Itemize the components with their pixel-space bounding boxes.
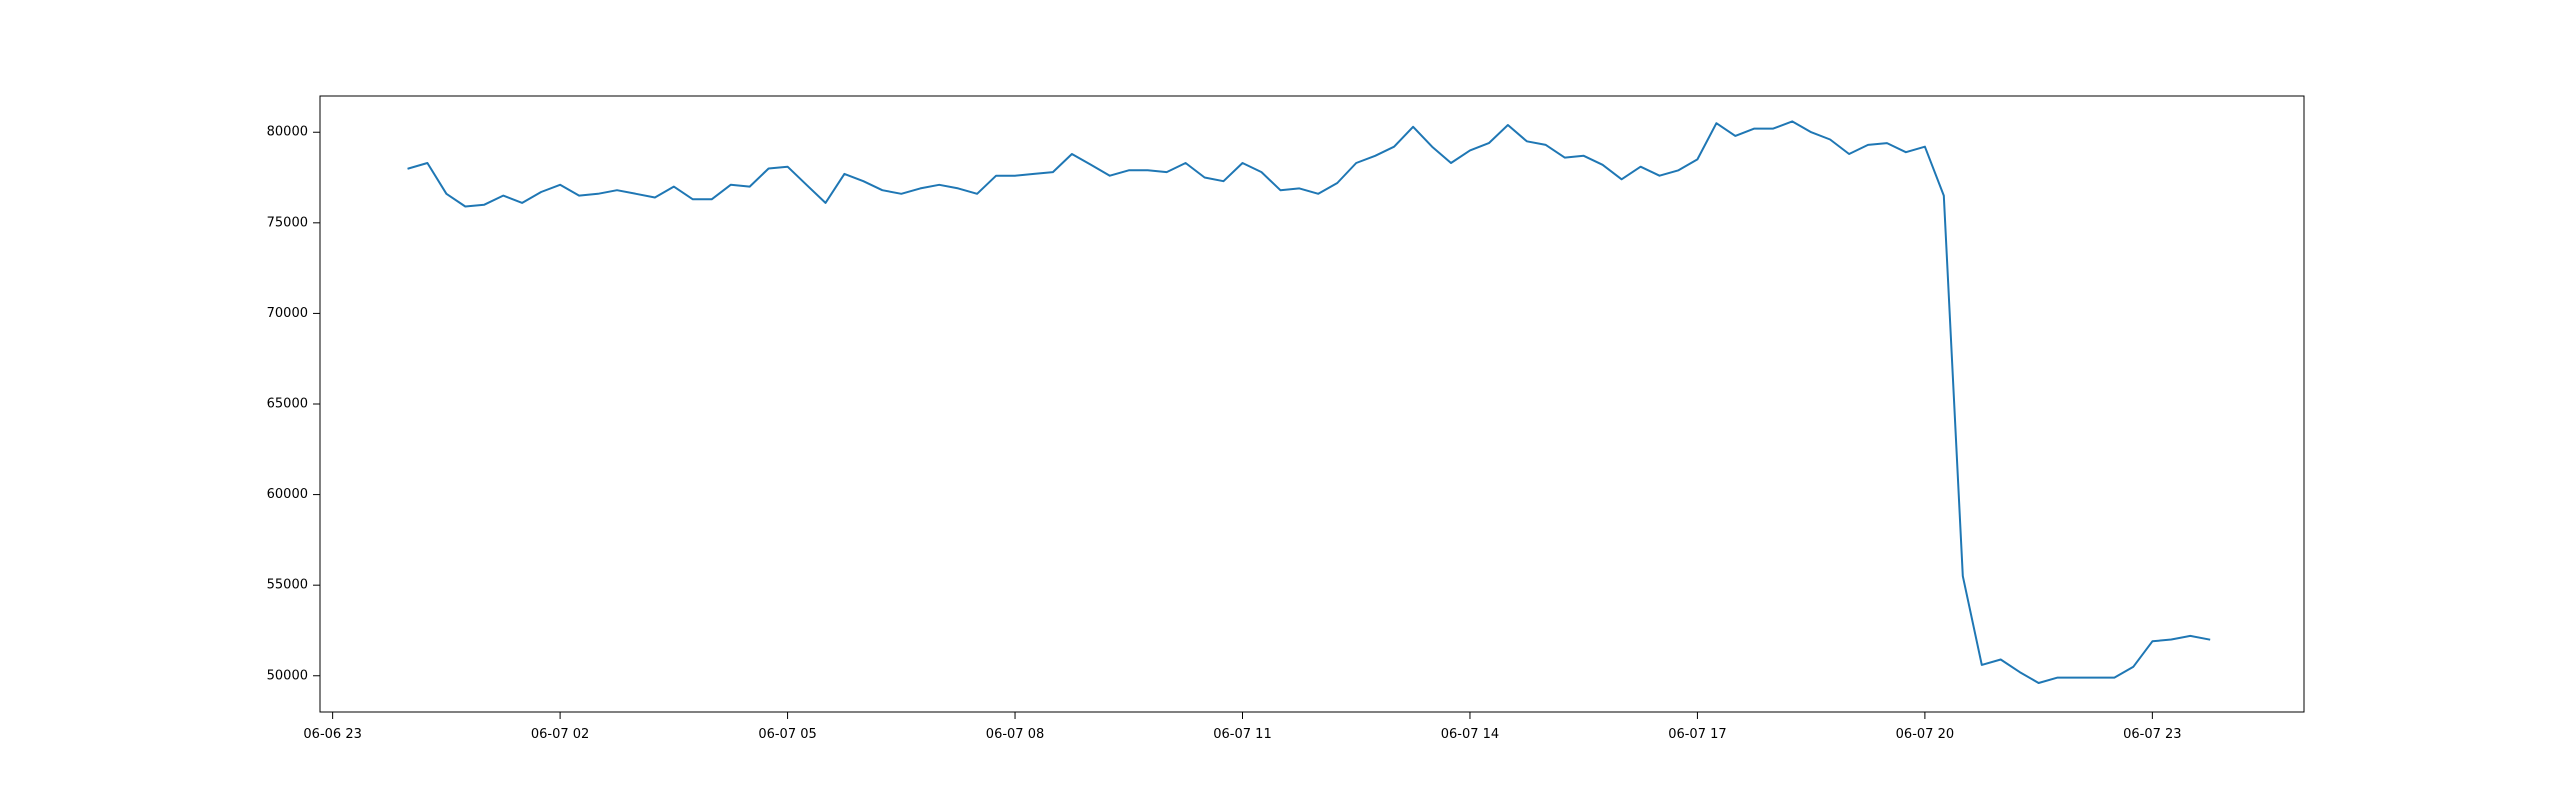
x-tick-label: 06-07 11: [1213, 727, 1271, 742]
y-tick-label: 55000: [267, 578, 308, 593]
plot-frame: [319, 95, 2305, 713]
x-tick-label: 06-07 20: [1896, 727, 1954, 742]
x-tick-label: 06-07 23: [2123, 727, 2181, 742]
x-tick-label: 06-07 05: [758, 727, 816, 742]
x-tick-label: 06-07 17: [1668, 727, 1726, 742]
y-axis: 50000 55000 60000 65000 70000 75000 80000: [267, 125, 320, 683]
y-tick-label: 75000: [267, 215, 308, 230]
y-tick-label: 80000: [267, 125, 308, 140]
y-tick-label: 50000: [267, 668, 308, 683]
y-tick-label: 70000: [267, 306, 308, 321]
x-tick-label: 06-06 23: [303, 727, 361, 742]
y-tick-label: 65000: [267, 397, 308, 412]
plot-area: [320, 96, 2304, 712]
x-tick-label: 06-07 02: [531, 727, 589, 742]
x-axis: 06-06 23 06-07 02 06-07 05 06-07 08 06-07 11…: [303, 712, 2182, 742]
series-line: [407, 120, 2211, 684]
x-tick-label: 06-07 08: [986, 727, 1044, 742]
y-tick-label: 60000: [267, 487, 308, 502]
x-tick-label: 06-07 14: [1441, 727, 1499, 742]
